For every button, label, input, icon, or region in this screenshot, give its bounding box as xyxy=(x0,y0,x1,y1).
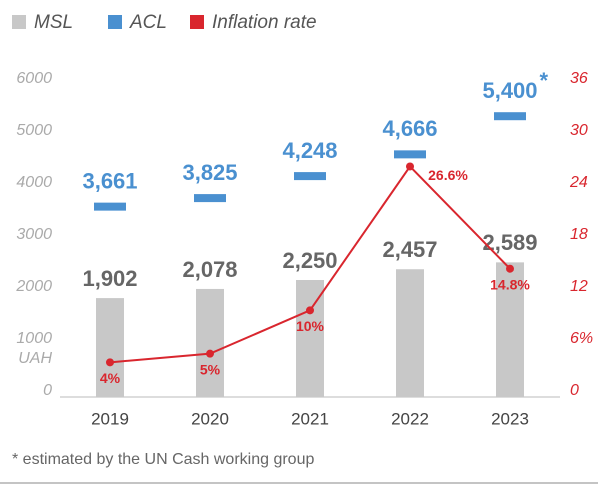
inflation-label: 10% xyxy=(296,318,325,334)
y2-tick-label: 0 xyxy=(570,382,579,399)
inflation-point xyxy=(506,264,514,273)
footnote: * estimated by the UN Cash working group xyxy=(12,451,314,468)
bar xyxy=(96,298,124,397)
y2-tick-label: 6% xyxy=(570,330,593,347)
acl-marker xyxy=(94,202,126,211)
y-tick-label: 1000 xyxy=(16,330,52,347)
acl-marker xyxy=(294,172,326,181)
y-tick-label: 6000 xyxy=(16,70,52,87)
marker-value-label: 4,666 xyxy=(382,116,437,141)
y-tick-label: 2000 xyxy=(15,278,52,295)
bar-value-label: 1,902 xyxy=(82,266,137,291)
inflation-point xyxy=(206,349,214,358)
legend-label: MSL xyxy=(34,12,73,33)
x-tick-label: 2019 xyxy=(91,409,129,428)
marker-value-label: 3,825 xyxy=(182,160,237,185)
x-tick-label: 2022 xyxy=(391,409,429,428)
marker-value-label: 3,661 xyxy=(82,168,137,193)
y2-tick-label: 36 xyxy=(570,70,588,87)
y-tick-label: 0 xyxy=(43,382,52,399)
marker-value-label: 4,248 xyxy=(282,138,337,163)
bar-value-label: 2,589 xyxy=(482,230,537,255)
x-tick-label: 2021 xyxy=(291,409,329,428)
inflation-label: 14.8% xyxy=(490,276,530,292)
bar xyxy=(296,280,324,397)
y-tick-label: 5000 xyxy=(16,122,52,139)
y-tick-label: 4000 xyxy=(16,174,52,191)
marker-value-label: 5,400 xyxy=(482,78,537,103)
bar xyxy=(496,262,524,397)
y2-tick-label: 18 xyxy=(570,226,588,243)
y-tick-label: 3000 xyxy=(16,226,52,243)
x-tick-label: 2020 xyxy=(191,409,229,428)
inflation-label: 5% xyxy=(200,361,221,377)
inflation-label: 26.6% xyxy=(428,167,468,183)
bar xyxy=(196,288,224,397)
legend-swatch xyxy=(108,15,122,29)
legend-swatch xyxy=(12,15,26,29)
annotation: * xyxy=(540,68,549,93)
inflation-point xyxy=(306,306,314,315)
inflation-point xyxy=(106,358,114,367)
y2-tick-label: 30 xyxy=(570,122,588,139)
y2-tick-label: 12 xyxy=(570,278,588,295)
acl-marker xyxy=(394,150,426,159)
x-tick-label: 2023 xyxy=(491,409,529,428)
bar-value-label: 2,457 xyxy=(382,237,437,262)
legend-label: Inflation rate xyxy=(212,12,317,33)
legend-label: ACL xyxy=(129,12,167,33)
bar-value-label: 2,078 xyxy=(182,257,237,282)
bar-value-label: 2,250 xyxy=(282,248,337,273)
legend-swatch xyxy=(190,15,204,29)
bar xyxy=(396,269,424,397)
inflation-label: 4% xyxy=(100,370,121,386)
y2-tick-label: 24 xyxy=(569,174,588,191)
y-axis-label: UAH xyxy=(18,350,52,367)
acl-marker xyxy=(494,112,526,121)
acl-marker xyxy=(194,194,226,203)
inflation-point xyxy=(406,162,414,171)
